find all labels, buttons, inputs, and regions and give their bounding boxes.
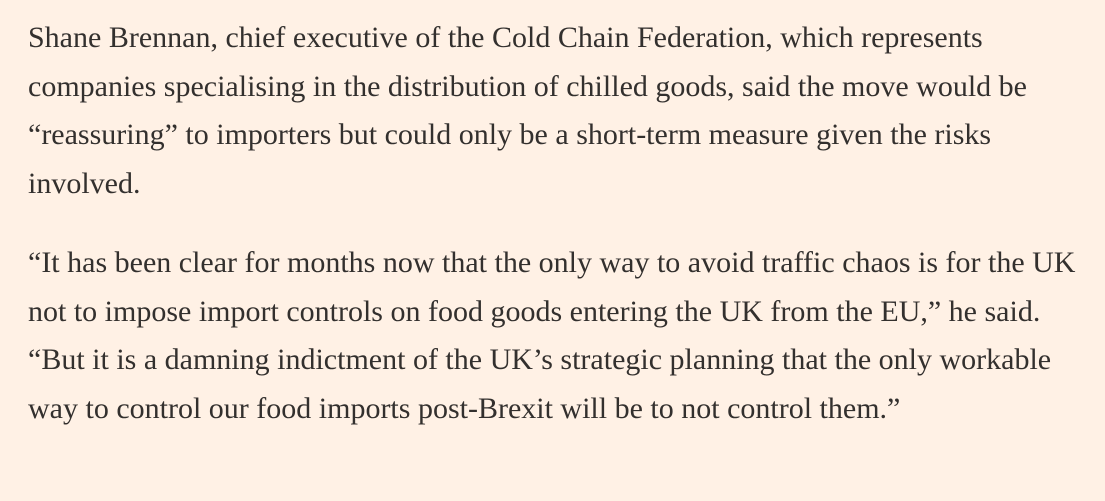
article-body: Shane Brennan, chief executive of the Co…: [28, 14, 1098, 433]
paragraph-brennan-quote: “It has been clear for months now that t…: [28, 246, 1076, 425]
paragraph-brennan-intro: Shane Brennan, chief executive of the Co…: [28, 21, 1027, 200]
